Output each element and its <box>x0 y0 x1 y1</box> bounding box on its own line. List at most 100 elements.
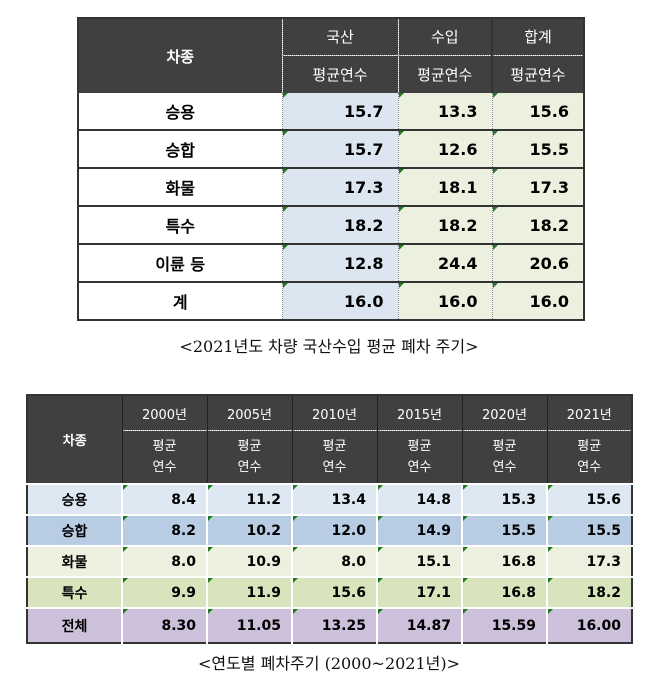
value-cell: 18.1 <box>397 168 492 207</box>
value-cell: 15.7 <box>281 93 398 131</box>
value-cell: 10.9 <box>206 545 292 577</box>
value-cell: 15.5 <box>491 130 584 169</box>
value-cell: 13.4 <box>291 483 377 515</box>
header-year: 2000년 <box>121 395 207 431</box>
value-cell: 15.1 <box>376 545 462 577</box>
value-cell: 17.3 <box>546 545 632 577</box>
table-row: 화물 17.3 18.1 17.3 <box>78 168 584 207</box>
header-years-label: 연수 <box>492 460 517 475</box>
header-avg-label: 평균 <box>322 439 347 454</box>
table-row: 이륜 등 12.8 24.4 20.6 <box>78 244 584 283</box>
header-avg-label: 평균 <box>237 439 262 454</box>
header-avg-label: 평균 <box>407 439 432 454</box>
header-year: 2010년 <box>291 395 377 431</box>
value-cell: 14.9 <box>376 514 462 546</box>
header-avg-years: 평균연수 <box>281 54 398 93</box>
value-cell: 18.2 <box>546 576 632 608</box>
row-label: 전체 <box>27 607 122 643</box>
row-label: 이륜 등 <box>78 244 282 283</box>
header-years-label: 연수 <box>322 460 347 475</box>
value-cell: 18.2 <box>281 206 398 245</box>
table-row: 승합 15.7 12.6 15.5 <box>78 130 584 169</box>
value-cell: 16.8 <box>461 545 547 577</box>
value-cell: 9.9 <box>121 576 207 608</box>
header-year: 2020년 <box>461 395 547 431</box>
header-years-label: 연수 <box>237 460 262 475</box>
header-year: 2005년 <box>206 395 292 431</box>
header-avg-years: 평균연수 <box>397 54 492 93</box>
value-cell: 15.6 <box>491 93 584 131</box>
row-label: 승용 <box>78 93 282 131</box>
value-cell: 17.3 <box>491 168 584 207</box>
row-label: 화물 <box>27 545 122 577</box>
row-label: 특수 <box>27 576 122 608</box>
value-cell: 11.2 <box>206 483 292 515</box>
value-cell: 20.6 <box>491 244 584 283</box>
value-cell: 17.3 <box>281 168 398 207</box>
value-cell: 18.2 <box>491 206 584 245</box>
value-cell: 8.2 <box>121 514 207 546</box>
table-row: 승합 8.2 10.2 12.0 14.9 15.5 15.5 <box>27 514 632 546</box>
header-year: 2015년 <box>376 395 462 431</box>
value-cell: 14.8 <box>376 483 462 515</box>
row-label: 계 <box>78 282 282 321</box>
row-label: 승용 <box>27 483 122 515</box>
value-cell: 8.30 <box>121 607 207 643</box>
header-years-label: 연수 <box>577 460 602 475</box>
value-cell: 8.0 <box>291 545 377 577</box>
header-avg-years: 평균연수 <box>491 54 584 93</box>
value-cell: 16.0 <box>397 282 492 321</box>
header-year: 2021년 <box>546 395 632 431</box>
row-label: 특수 <box>78 206 282 245</box>
value-cell: 12.8 <box>281 244 398 283</box>
value-cell: 16.0 <box>281 282 398 321</box>
row-label: 승합 <box>78 130 282 169</box>
table-row: 화물 8.0 10.9 8.0 15.1 16.8 17.3 <box>27 545 632 577</box>
value-cell: 17.1 <box>376 576 462 608</box>
value-cell: 11.05 <box>206 607 292 643</box>
header-total: 합계 <box>491 18 584 55</box>
value-cell: 15.7 <box>281 130 398 169</box>
header-vehicle-type: 차종 <box>78 18 282 93</box>
row-label: 승합 <box>27 514 122 546</box>
value-cell: 15.3 <box>461 483 547 515</box>
table-row: 계 16.0 16.0 16.0 <box>78 282 584 321</box>
value-cell: 15.5 <box>461 514 547 546</box>
header-years-label: 연수 <box>152 460 177 475</box>
value-cell: 13.3 <box>397 93 492 131</box>
table2-caption: <연도별 폐차주기 (2000~2021년)> <box>197 654 461 673</box>
table-row: 전체 8.30 11.05 13.25 14.87 15.59 16.00 <box>27 607 632 643</box>
table-row: 승용 15.7 13.3 15.6 <box>78 93 584 131</box>
table-row: 승용 8.4 11.2 13.4 14.8 15.3 15.6 <box>27 483 632 515</box>
value-cell: 15.6 <box>546 483 632 515</box>
header-domestic: 국산 <box>281 18 398 55</box>
header-avg-label: 평균 <box>152 439 177 454</box>
value-cell: 13.25 <box>291 607 377 643</box>
value-cell: 15.6 <box>291 576 377 608</box>
header-avg-label: 평균 <box>577 439 602 454</box>
header-import: 수입 <box>397 18 492 55</box>
value-cell: 8.0 <box>121 545 207 577</box>
value-cell: 16.8 <box>461 576 547 608</box>
value-cell: 15.59 <box>461 607 547 643</box>
value-cell: 14.87 <box>376 607 462 643</box>
value-cell: 16.00 <box>546 607 632 643</box>
value-cell: 12.6 <box>397 130 492 169</box>
value-cell: 8.4 <box>121 483 207 515</box>
value-cell: 12.0 <box>291 514 377 546</box>
domestic-import-table: 차종 국산 수입 합계 평균연수 평균연수 평균연수 승용 15.7 13.3 15.… <box>77 17 585 321</box>
yearly-scrappage-table: 차종 2000년 2005년 2010년 2015년 2020년 2021년 평균 연수 평균 연… <box>26 394 633 644</box>
value-cell: 11.9 <box>206 576 292 608</box>
header-avg-label: 평균 <box>492 439 517 454</box>
header-vehicle-type: 차종 <box>27 395 122 484</box>
value-cell: 16.0 <box>491 282 584 321</box>
value-cell: 18.2 <box>397 206 492 245</box>
value-cell: 10.2 <box>206 514 292 546</box>
value-cell: 15.5 <box>546 514 632 546</box>
